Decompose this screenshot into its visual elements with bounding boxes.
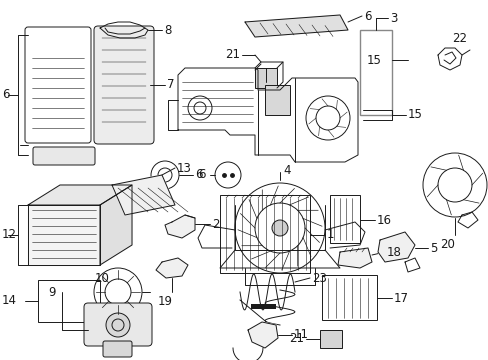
Text: 6: 6 [2,89,9,102]
Text: 17: 17 [393,292,408,305]
FancyBboxPatch shape [103,341,132,357]
Polygon shape [156,258,187,278]
Circle shape [106,313,130,337]
Text: 23: 23 [311,271,326,284]
Polygon shape [244,15,347,37]
Text: 15: 15 [366,54,381,67]
Polygon shape [28,185,132,205]
Text: 22: 22 [451,32,467,45]
Bar [38,280,100,322]
Text: 5: 5 [429,242,436,255]
Text: 19: 19 [157,295,172,308]
Text: 2: 2 [212,217,219,230]
Polygon shape [112,175,175,215]
Text: 11: 11 [293,328,308,342]
FancyBboxPatch shape [94,26,154,144]
Text: 12: 12 [2,229,17,242]
Polygon shape [337,248,371,268]
Bar [220,195,309,273]
Text: 8: 8 [163,23,171,36]
FancyBboxPatch shape [84,303,152,346]
Bar [321,275,376,320]
Text: 9: 9 [48,285,56,298]
Text: 20: 20 [440,238,454,251]
Bar [329,195,359,243]
Polygon shape [247,322,278,348]
Text: 6: 6 [198,168,205,181]
Polygon shape [377,232,414,262]
Text: 14: 14 [2,294,17,307]
Text: 6: 6 [195,168,202,181]
Bar [359,30,391,115]
Text: 6: 6 [363,9,371,22]
Text: 15: 15 [407,108,422,122]
FancyBboxPatch shape [33,147,95,165]
Text: 7: 7 [167,78,174,91]
Text: 1: 1 [326,229,334,242]
Text: 4: 4 [283,163,290,176]
Text: 13: 13 [177,162,191,175]
Text: 18: 18 [386,246,401,258]
Bar [254,68,276,88]
Text: 21: 21 [224,49,240,62]
Bar [319,330,341,348]
Polygon shape [164,215,195,238]
Bar [264,85,289,115]
Polygon shape [28,205,100,265]
Text: 10: 10 [95,271,110,284]
Circle shape [271,220,287,236]
Text: 16: 16 [376,213,391,226]
Text: 3: 3 [389,12,397,24]
Text: 21: 21 [288,333,304,346]
Polygon shape [100,185,132,265]
